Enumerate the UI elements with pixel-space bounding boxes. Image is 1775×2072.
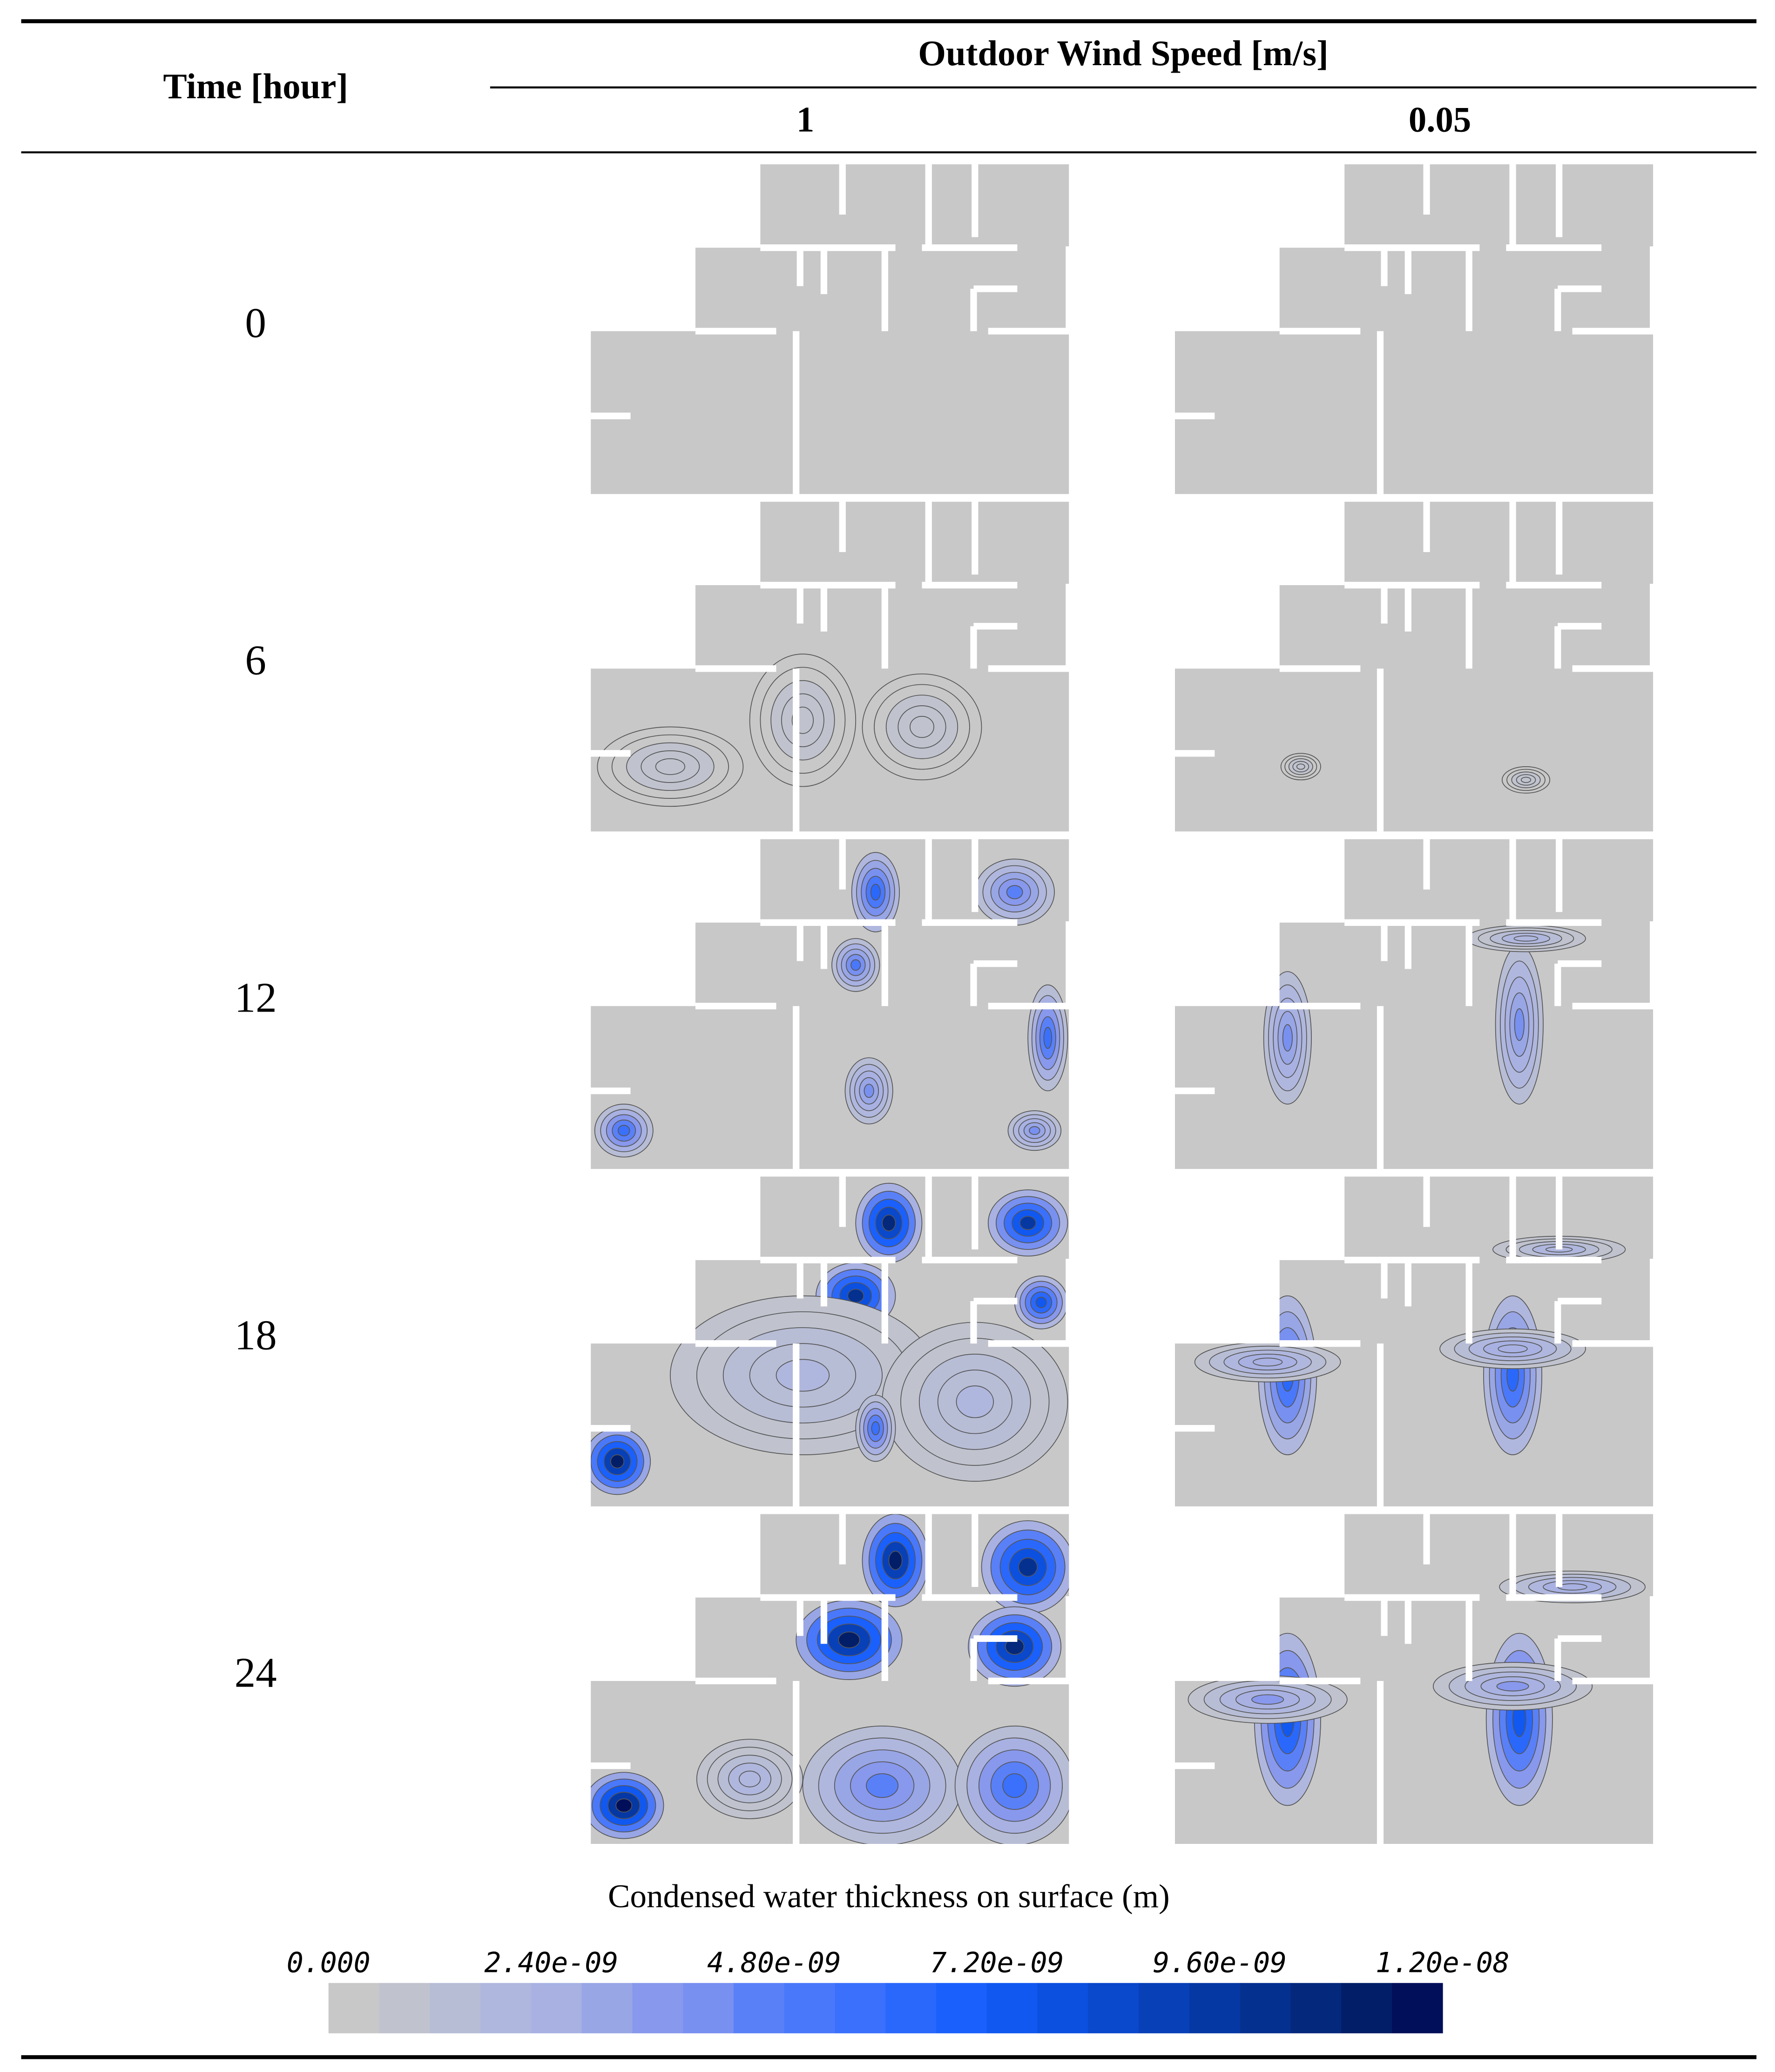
contours	[1188, 1516, 1646, 1806]
contour-region	[1035, 1296, 1047, 1309]
colorbar-swatch	[1240, 1983, 1291, 2033]
colorbar-swatch	[1037, 1983, 1089, 2033]
floor-plan-map	[1175, 839, 1653, 1169]
colorbar-tick-label: 2.40e-09	[484, 1947, 618, 1979]
colorbar-swatch	[683, 1983, 734, 2033]
contour-region	[1513, 935, 1539, 942]
contour-region	[1195, 1183, 1235, 1223]
colorbar-swatch	[632, 1983, 683, 2033]
contour-region	[838, 1631, 860, 1648]
colorbar-tick-label: 0.000	[287, 1947, 371, 1979]
contour-region	[882, 1215, 896, 1232]
contour-region	[1282, 1024, 1293, 1052]
floor-plan-map	[1175, 502, 1653, 832]
contours	[1263, 925, 1586, 1105]
contour-region	[1043, 1026, 1053, 1049]
colorbar-swatch	[581, 1983, 633, 2033]
colorbar-swatch	[531, 1983, 582, 2033]
colorbar-swatch	[733, 1983, 785, 2033]
column-header: 0.05	[1409, 100, 1471, 139]
colorbar-tick-label: 1.20e-08	[1376, 1947, 1510, 1979]
contour-region	[1209, 1535, 1220, 1546]
contours	[591, 1514, 1069, 1844]
contours	[594, 852, 1068, 1158]
row-label: 0	[245, 299, 266, 346]
floor-plan-map	[584, 1514, 1074, 1845]
floor-plan-map	[1175, 164, 1653, 494]
contour-region	[1251, 1694, 1284, 1705]
colorbar-swatch	[885, 1983, 937, 2033]
contour-region	[1195, 1521, 1235, 1560]
floor-plan-map	[584, 1177, 1069, 1507]
colorbar-tick-label: 7.20e-09	[930, 1947, 1064, 1979]
row-label: 6	[245, 637, 266, 684]
contour-region	[1018, 1557, 1038, 1577]
colorbar-swatch	[379, 1983, 431, 2033]
legend-title: Condensed water thickness on surface (m)	[608, 1878, 1170, 1915]
contour-region	[610, 1454, 625, 1469]
row-label: 12	[235, 974, 277, 1021]
row-header: Time [hour]	[163, 67, 348, 106]
column-header: 1	[796, 100, 814, 139]
floor-plan-map	[591, 502, 1069, 832]
row-label: 18	[235, 1311, 277, 1358]
contour-region	[888, 1551, 903, 1570]
floor-plan-map	[591, 164, 1069, 494]
contour-region	[1200, 1525, 1229, 1555]
contour-region	[1209, 1198, 1220, 1208]
colorbar-swatch	[1139, 1983, 1190, 2033]
contour-region	[1006, 885, 1023, 899]
colorbar-swatch	[328, 1983, 380, 2033]
contour-region	[870, 884, 881, 901]
contour-region	[1190, 1516, 1239, 1565]
contours	[597, 654, 982, 807]
colorbar-swatch	[430, 1983, 481, 2033]
contour-region	[1205, 1531, 1225, 1551]
contour-region	[617, 1125, 630, 1136]
colorbar-swatch	[784, 1983, 836, 2033]
contour-region	[1520, 776, 1532, 783]
contour-region	[1002, 1773, 1027, 1798]
contour-region	[615, 1798, 633, 1813]
contour-region	[1205, 1193, 1225, 1213]
colorbar-swatch	[1189, 1983, 1241, 2033]
contour-region	[866, 1773, 899, 1798]
contour-region	[738, 1770, 761, 1788]
colorbar-swatch	[1341, 1983, 1392, 2033]
contour-region	[871, 1421, 880, 1436]
contour-region	[1253, 1357, 1283, 1367]
contour-region	[1200, 1188, 1229, 1218]
contour-region	[1514, 1008, 1525, 1041]
colorbar-tick-label: 4.80e-09	[707, 1947, 841, 1979]
contour-region	[956, 1385, 994, 1418]
colorbar-swatch	[835, 1983, 886, 2033]
group-header: Outdoor Wind Speed [m/s]	[918, 34, 1328, 73]
colorbar-tick-label: 9.60e-09	[1153, 1947, 1287, 1979]
contour-region	[1296, 763, 1305, 770]
colorbar-swatch	[1088, 1983, 1139, 2033]
contour-region	[847, 1289, 864, 1303]
contour-region	[1496, 1681, 1529, 1692]
contour-region	[776, 1359, 830, 1392]
contour-region	[1029, 1126, 1040, 1135]
contour-region	[1190, 1179, 1239, 1228]
contour-region	[1019, 1216, 1037, 1230]
colorbar-swatch	[986, 1983, 1038, 2033]
colorbar-swatch	[480, 1983, 532, 2033]
row-label: 24	[235, 1649, 277, 1696]
contour-region	[864, 1084, 874, 1098]
contour-region	[910, 715, 934, 738]
colorbar-swatch	[936, 1983, 987, 2033]
floor-plan-map	[591, 839, 1069, 1169]
floor-plan-map	[1175, 1514, 1653, 1844]
contour-region	[655, 758, 685, 775]
contour-region	[850, 959, 861, 971]
colorbar-swatch	[1290, 1983, 1342, 2033]
contour-region	[1498, 1344, 1528, 1353]
floor-plan-map	[1175, 1177, 1653, 1507]
colorbar-swatch	[1391, 1983, 1443, 2033]
contours	[1280, 753, 1551, 794]
